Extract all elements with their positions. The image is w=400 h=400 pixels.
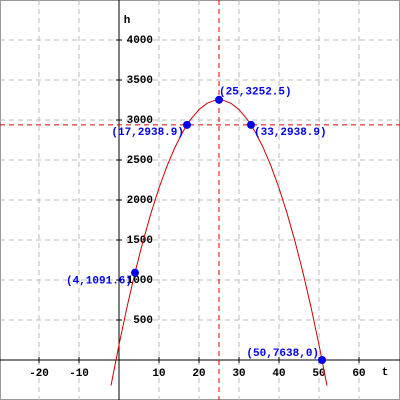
- x-tick-label: -10: [69, 368, 89, 380]
- x-tick-label: 50: [312, 368, 325, 380]
- point-label: (33,2938.9): [254, 127, 327, 139]
- point-label: (25,3252.5): [219, 87, 292, 99]
- x-tick-label: 10: [152, 368, 165, 380]
- y-axis-label: h: [124, 15, 131, 27]
- x-tick-label: 60: [352, 368, 365, 380]
- x-tick-label: -20: [29, 368, 49, 380]
- point: [131, 268, 139, 277]
- y-tick-label: 1000: [127, 275, 153, 287]
- y-tick-label: 3500: [127, 75, 153, 87]
- point: [318, 356, 327, 364]
- point: [183, 120, 191, 129]
- point-label: (50,7638,0): [246, 348, 319, 360]
- x-axis-label: t: [382, 367, 389, 379]
- point: [247, 120, 255, 129]
- point-label: (4,1091.6): [66, 276, 132, 288]
- x-tick-label: 30: [232, 368, 245, 380]
- y-tick-label: 2000: [127, 195, 153, 207]
- y-tick-label: 500: [133, 315, 153, 327]
- x-tick-label: 40: [272, 368, 285, 380]
- y-tick-label: 4000: [127, 35, 153, 47]
- y-tick-label: 1500: [127, 235, 153, 247]
- x-tick-label: 20: [192, 368, 205, 380]
- y-tick-label: 2500: [127, 155, 153, 167]
- point: [215, 95, 223, 104]
- point-label: (17,2938.9): [111, 127, 184, 139]
- y-tick-label: 3000: [127, 115, 153, 127]
